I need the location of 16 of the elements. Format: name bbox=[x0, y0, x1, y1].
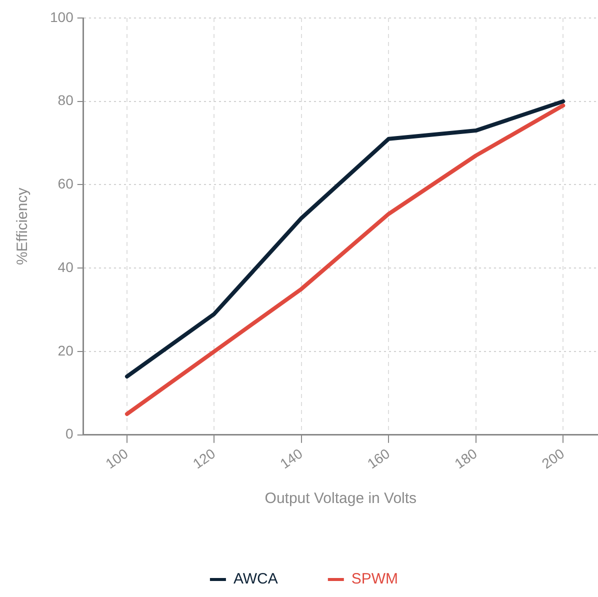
x-tick-label: 140 bbox=[277, 445, 306, 472]
x-tick-label: 100 bbox=[102, 445, 132, 472]
y-tick-label: 100 bbox=[50, 8, 74, 25]
legend-label: SPWM bbox=[351, 570, 398, 588]
y-tick-label: 20 bbox=[58, 342, 74, 358]
y-axis-title: %Efficiency bbox=[14, 187, 32, 266]
x-tick-label: 180 bbox=[452, 445, 480, 472]
legend-label: AWCA bbox=[233, 570, 278, 588]
x-tick-label: 160 bbox=[364, 445, 393, 472]
x-tick-label: 120 bbox=[190, 445, 218, 472]
y-tick-label: 40 bbox=[58, 258, 74, 275]
y-tick-label: 60 bbox=[58, 176, 74, 192]
y-tick-label: 80 bbox=[58, 92, 74, 108]
x-axis-title: Output Voltage in Volts bbox=[264, 490, 417, 508]
y-tick-label: 0 bbox=[66, 426, 74, 442]
x-tick-label: 200 bbox=[538, 445, 568, 472]
